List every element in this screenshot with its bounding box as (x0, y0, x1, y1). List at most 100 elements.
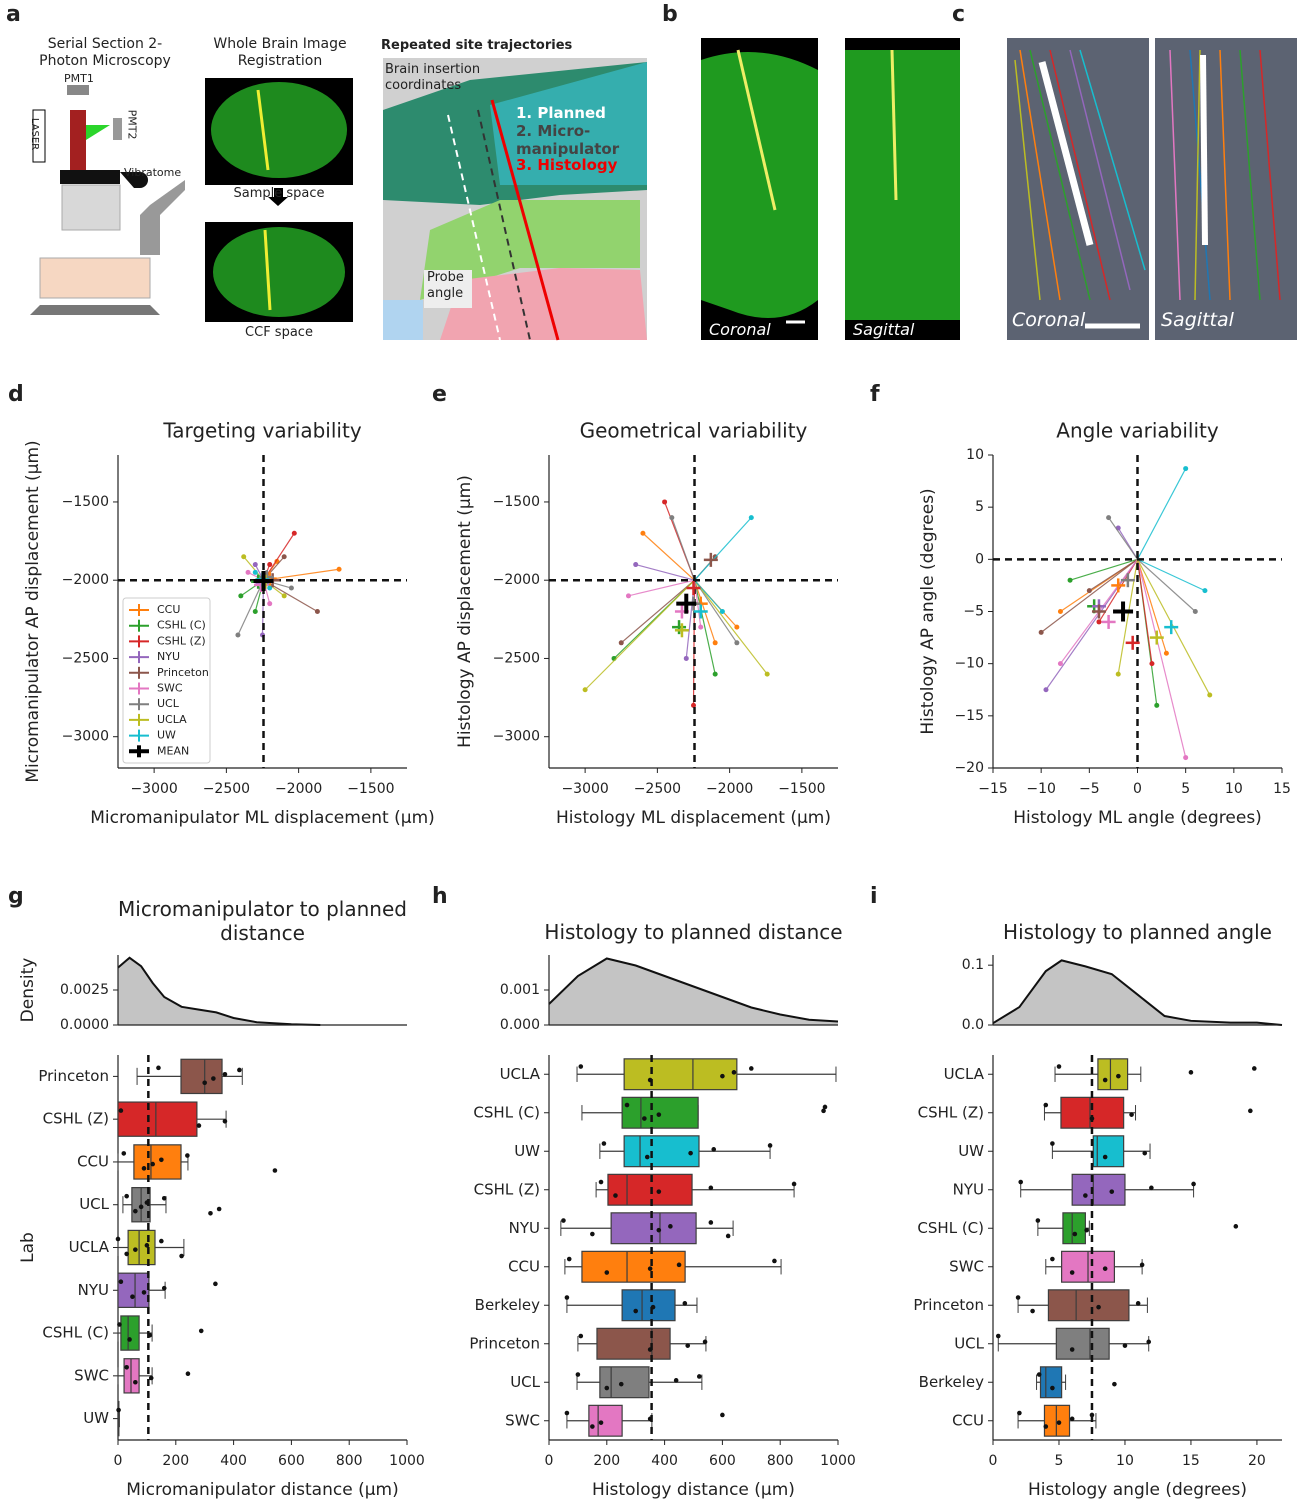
legend-label: CSHL (C) (157, 619, 206, 632)
stage (30, 305, 160, 315)
point (767, 1143, 773, 1148)
x-tick-label: 400 (651, 1453, 678, 1469)
point (1139, 1262, 1145, 1268)
point (604, 1385, 610, 1391)
point (130, 1294, 135, 1299)
x-tick-label: 800 (336, 1453, 363, 1469)
box (1097, 1058, 1129, 1091)
point (598, 1420, 604, 1425)
density-area (118, 957, 321, 1025)
point (682, 1301, 688, 1306)
box (1092, 1135, 1125, 1168)
legend-label: UCL (157, 697, 180, 710)
panel-label: b (662, 2, 678, 27)
point (185, 1371, 191, 1376)
point (252, 562, 258, 568)
atlas-region (490, 62, 647, 185)
view-label: Coronal (709, 320, 771, 339)
probe-angle-box (424, 270, 472, 308)
point (656, 1112, 662, 1117)
chart-title: Targeting variability (162, 419, 361, 443)
vibratome-arm (120, 172, 148, 188)
point (1086, 588, 1092, 594)
point (196, 1123, 202, 1128)
box (621, 1096, 699, 1129)
point (642, 1116, 647, 1121)
probe-track (263, 229, 272, 311)
category-label: UCL (954, 1334, 984, 1352)
point (624, 1102, 630, 1108)
x-tick-label: 5 (1055, 1453, 1064, 1469)
point (764, 671, 770, 677)
chart-title: Angle variability (1056, 419, 1219, 443)
point (1146, 1339, 1152, 1345)
category-label: CSHL (C) (42, 1324, 109, 1342)
probe-track (890, 49, 898, 201)
point (1069, 1416, 1075, 1422)
density-line (548, 957, 839, 1023)
x-tick-label: 15 (1273, 781, 1291, 797)
point (291, 530, 297, 536)
ray (237, 579, 265, 636)
box (581, 1250, 686, 1283)
label: Probe angle (427, 270, 464, 301)
point (141, 1290, 147, 1295)
point (791, 1181, 797, 1187)
category-label: Princeton (38, 1067, 109, 1085)
y-tick-label: −1500 (493, 494, 540, 510)
point (1050, 1385, 1055, 1391)
box (117, 1101, 198, 1137)
legend-label: CCU (157, 603, 180, 616)
point (625, 593, 631, 599)
point (198, 1328, 204, 1334)
point (117, 1322, 122, 1327)
point (633, 562, 639, 568)
x-tick-label: 0 (1133, 781, 1142, 797)
point (702, 1339, 708, 1345)
x-axis-label: Histology ML angle (degrees) (1013, 808, 1262, 828)
panel-label: i (870, 884, 878, 909)
point (1043, 1424, 1049, 1429)
point (161, 1285, 167, 1291)
x-tick-label: −1500 (347, 781, 394, 797)
point (656, 1189, 662, 1194)
point (121, 1151, 127, 1156)
point (144, 1243, 150, 1248)
point (235, 632, 241, 638)
point (208, 1210, 213, 1216)
y-tick-label: −10 (954, 656, 984, 672)
point (720, 1073, 725, 1079)
y-tick-label: −2500 (493, 650, 540, 666)
point (118, 1279, 124, 1285)
legend-label: SWC (157, 682, 183, 695)
box (623, 1135, 700, 1168)
point (1251, 1066, 1257, 1071)
point (564, 1295, 570, 1300)
category-label: Berkeley (475, 1296, 540, 1314)
y-tick-label: 0.0025 (60, 982, 109, 998)
point (133, 1247, 138, 1252)
ray (1137, 558, 1196, 612)
point (618, 640, 624, 646)
point (1096, 1304, 1101, 1310)
point (1043, 1102, 1049, 1108)
box (588, 1404, 623, 1437)
point (216, 1206, 222, 1212)
y-tick-label: −3000 (493, 729, 540, 745)
point (336, 566, 342, 572)
green-beam (86, 125, 110, 140)
histology-line (490, 99, 560, 341)
point (647, 1266, 653, 1271)
ray (1089, 558, 1138, 592)
point (734, 640, 740, 646)
brain-section (845, 50, 960, 320)
x-axis-label: Micromanipulator ML displacement (µm) (90, 808, 435, 828)
point (683, 655, 689, 661)
point (708, 1220, 714, 1225)
point (1149, 1185, 1154, 1191)
y-axis-label: Lab (18, 1232, 38, 1263)
point (1035, 1218, 1041, 1223)
point (1102, 1266, 1108, 1271)
point (1149, 661, 1155, 667)
x-tick-label: 15 (1182, 1453, 1200, 1469)
